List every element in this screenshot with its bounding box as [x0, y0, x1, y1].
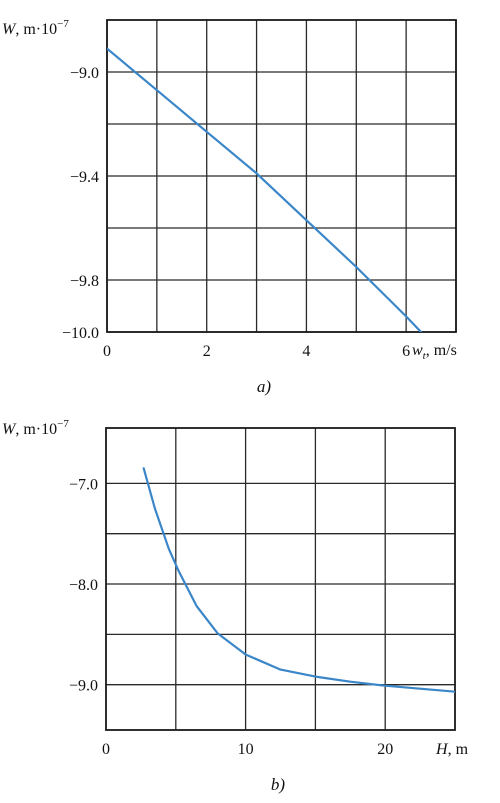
chart-b-x-tick-label: 10 — [238, 741, 254, 758]
chart-b-ticks: 0 10 20 −7.0 −8.0 −9.0 — [69, 476, 393, 758]
chart-b-x-tick-label: 0 — [102, 741, 110, 758]
chart-a-x-tick-label: 6 — [402, 343, 410, 360]
chart-b-y-axis-label: W, m·10−7 — [2, 418, 69, 438]
chart-a-grid — [106, 19, 457, 333]
chart-b-x-tick-label: 20 — [377, 741, 393, 758]
chart-a-x-axis-label: wt, m/s — [412, 342, 457, 362]
chart-a-ticks: 0 2 4 6 −9.0 −9.4 −9.8 −10.0 — [62, 65, 410, 360]
chart-a: 0 2 4 6−9.0−9.4−9.8−10.0 W, m·10−7 wt, m/s … — [2, 18, 457, 396]
chart-b-grid — [105, 427, 456, 731]
chart-b: 0 10 20 −7.0 −8.0 −9.0 W, m·10−7 H, m b) — [2, 418, 469, 794]
chart-a-plot-frame — [106, 19, 457, 333]
chart-b-y-tick-label: −8.0 — [69, 577, 98, 594]
chart-a-series-line — [107, 47, 423, 332]
chart-a-x-tick-label: 2 — [203, 343, 211, 360]
chart-b-series — [142, 467, 455, 693]
chart-a-y-tick-label: −9.0 — [70, 65, 99, 82]
chart-b-series-line — [142, 467, 455, 693]
chart-a-y-tick-label: −9.4 — [70, 169, 99, 186]
chart-a-y-axis-label: W, m·10−7 — [2, 18, 69, 38]
chart-a-x-tick-label: 0 — [103, 343, 111, 360]
chart-a-y-tick-label: −10.0 — [62, 325, 99, 342]
chart-a-caption: a) — [257, 377, 272, 396]
chart-a-x-tick-label: 4 — [302, 343, 310, 360]
chart-a-y-tick-label: −9.8 — [70, 273, 99, 290]
chart-b-x-axis-label: H, m — [435, 741, 469, 758]
chart-b-y-tick-label: −7.0 — [69, 476, 98, 493]
chart-b-y-tick-label: −9.0 — [69, 678, 98, 695]
chart-b-caption: b) — [271, 775, 286, 794]
chart-b-plot-frame — [105, 427, 456, 731]
chart-a-series — [107, 47, 423, 332]
